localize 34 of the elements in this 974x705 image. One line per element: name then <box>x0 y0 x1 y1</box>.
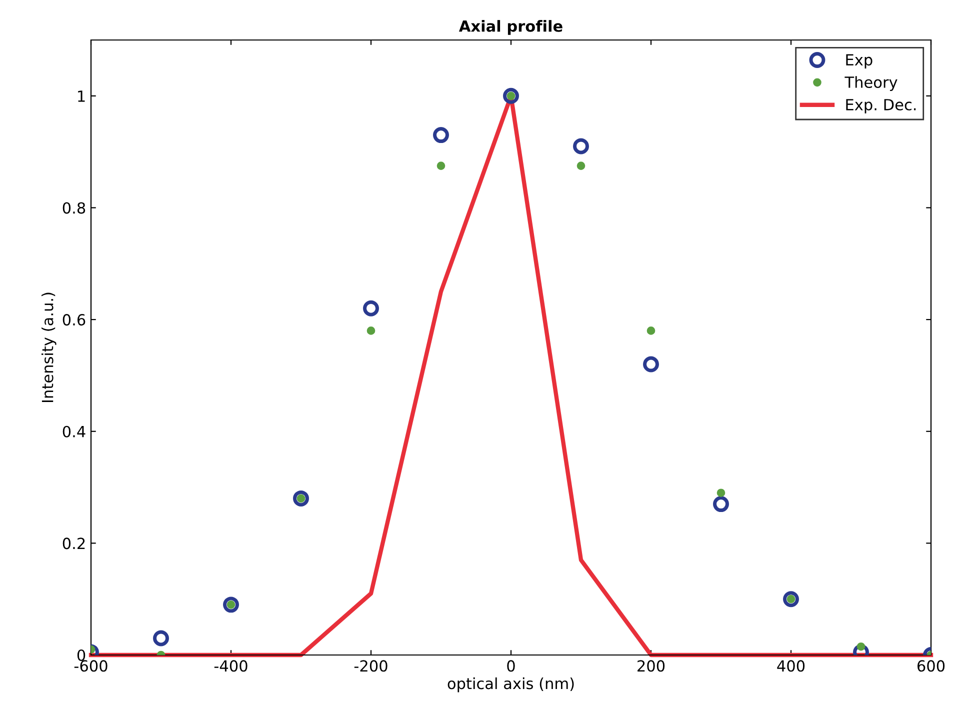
point <box>783 591 799 608</box>
y-tick-label: 0 <box>77 649 86 662</box>
x-tick-label: 0 <box>507 660 515 672</box>
point <box>716 488 726 498</box>
point <box>293 490 309 506</box>
y-tick-label: 1 <box>78 90 85 102</box>
x-tick-label: 200 <box>638 660 665 672</box>
y-tick-label: 0.8 <box>62 202 86 214</box>
legend-label: Exp <box>846 54 872 69</box>
x-tick-label: 400 <box>777 660 805 672</box>
x-tick-label: -200 <box>354 660 388 672</box>
point <box>363 300 379 316</box>
y-tick-label: 0.2 <box>62 538 85 550</box>
y-axis-title: Intensity (a.u.) <box>42 292 56 402</box>
point <box>713 496 729 512</box>
point <box>503 88 519 104</box>
point <box>646 326 656 335</box>
point <box>433 127 449 144</box>
x-tick-label: -600 <box>74 660 108 672</box>
point <box>436 162 446 170</box>
x-tick-label: -400 <box>214 660 248 672</box>
legend-label: Theory <box>844 76 898 91</box>
point <box>573 138 589 154</box>
chart-title: Axial profile <box>458 20 562 35</box>
x-axis-title: optical axis (nm) <box>448 677 574 692</box>
point <box>643 356 659 372</box>
point <box>153 630 169 646</box>
point <box>223 596 239 613</box>
y-tick-label: 0.6 <box>62 314 86 326</box>
point <box>366 326 376 335</box>
point <box>576 162 586 170</box>
y-tick-label: 0.4 <box>62 426 86 438</box>
legend-label: Exp. Dec. <box>846 99 916 114</box>
x-tick-label: 600 <box>917 660 945 672</box>
